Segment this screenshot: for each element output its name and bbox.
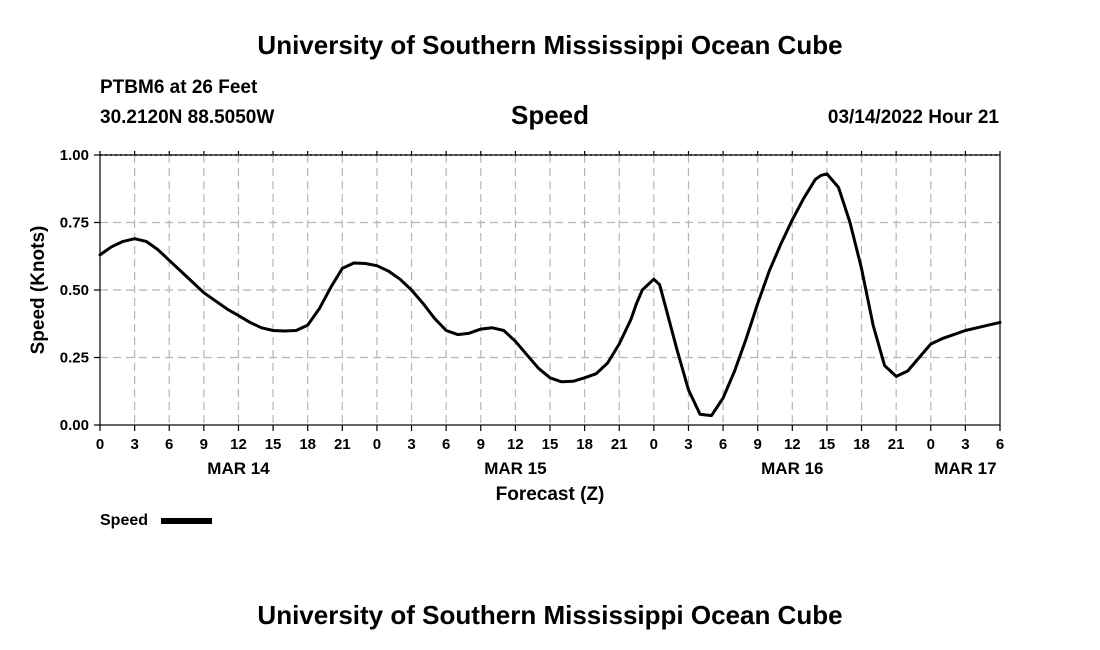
date-label: MAR 16 bbox=[761, 459, 823, 478]
x-tick-label: 6 bbox=[996, 436, 1004, 453]
grid-lines bbox=[100, 155, 1000, 425]
series-line-speed bbox=[98, 172, 1002, 418]
legend-label: Speed bbox=[100, 512, 148, 529]
station-label: PTBM6 at 26 Feet bbox=[100, 77, 258, 98]
date-label: MAR 15 bbox=[484, 459, 546, 478]
x-tick-label: 0 bbox=[373, 436, 381, 453]
x-tick-label: 6 bbox=[165, 436, 173, 453]
datetime-label: 03/14/2022 Hour 21 bbox=[827, 107, 999, 128]
x-tick-label: 3 bbox=[407, 436, 415, 453]
x-tick-label: 6 bbox=[719, 436, 727, 453]
y-tick-label: 0.50 bbox=[60, 282, 89, 299]
x-tick-label: 18 bbox=[853, 436, 870, 453]
x-tick-label: 18 bbox=[576, 436, 593, 453]
x-tick-label: 15 bbox=[819, 436, 836, 453]
axis-ticks: 0 3 6 9 12 15 18 21 0 3 6 9 12 15 18 21 0 3 6 9 12 15 18 21 0 3 6M… bbox=[60, 147, 1004, 478]
date-label: MAR 14 bbox=[207, 459, 270, 478]
x-tick-label: 0 bbox=[927, 436, 935, 453]
coordinates-label: 30.2120N 88.5050W bbox=[100, 107, 275, 128]
x-tick-label: 21 bbox=[611, 436, 628, 453]
y-tick-label: 0.25 bbox=[60, 350, 89, 367]
x-tick-label: 6 bbox=[442, 436, 450, 453]
x-tick-label: 15 bbox=[265, 436, 282, 453]
x-tick-label: 21 bbox=[334, 436, 351, 453]
legend-swatch bbox=[161, 518, 212, 524]
x-tick-label: 15 bbox=[542, 436, 559, 453]
page-title: University of Southern Mississippi Ocean… bbox=[257, 30, 843, 60]
x-tick-label: 9 bbox=[477, 436, 485, 453]
x-tick-label: 9 bbox=[200, 436, 208, 453]
y-tick-label: 0.00 bbox=[60, 417, 89, 434]
x-tick-label: 3 bbox=[684, 436, 692, 453]
y-tick-label: 1.00 bbox=[60, 147, 89, 164]
y-tick-label: 0.75 bbox=[60, 215, 89, 232]
series-group bbox=[98, 172, 1002, 418]
x-tick-label: 9 bbox=[754, 436, 762, 453]
date-label: MAR 17 bbox=[934, 459, 996, 478]
x-axis-label: Forecast (Z) bbox=[496, 484, 605, 505]
x-tick-label: 12 bbox=[507, 436, 524, 453]
chart-title: Speed bbox=[510, 100, 590, 130]
x-tick-label: 0 bbox=[96, 436, 104, 453]
x-tick-label: 21 bbox=[888, 436, 905, 453]
x-tick-label: 3 bbox=[130, 436, 138, 453]
y-axis-label: Speed (Knots) bbox=[28, 226, 49, 355]
footer-title: University of Southern Mississippi Ocean… bbox=[257, 600, 843, 630]
x-tick-label: 12 bbox=[784, 436, 801, 453]
x-tick-label: 18 bbox=[299, 436, 316, 453]
x-tick-label: 3 bbox=[961, 436, 969, 453]
x-tick-label: 0 bbox=[650, 436, 658, 453]
x-tick-label: 12 bbox=[230, 436, 247, 453]
